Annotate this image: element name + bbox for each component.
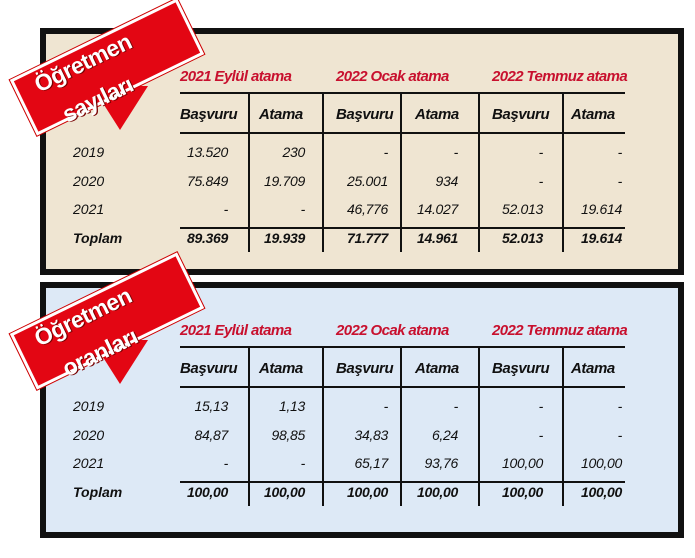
group-title: 2021 Eylül atama — [180, 322, 292, 339]
column-header: Başvuru — [492, 360, 550, 377]
row-label: Toplam — [73, 483, 123, 500]
table-cell: 25.001 — [346, 172, 388, 189]
table-cell: 84,87 — [194, 426, 228, 443]
column-header: Atama — [259, 106, 303, 123]
column-header: Atama — [415, 360, 459, 377]
header-underline — [180, 132, 625, 134]
column-divider — [562, 94, 564, 252]
table-cell: 100,00 — [580, 455, 622, 471]
table-cell: 100,00 — [580, 483, 622, 500]
table-cell: - — [538, 426, 544, 443]
table-cell: - — [300, 455, 306, 471]
table-cell: 13.520 — [186, 144, 228, 160]
table-cell: 100,00 — [346, 483, 388, 500]
header-underline — [180, 386, 625, 388]
table-cell: 100,00 — [416, 483, 458, 500]
group-title: 2022 Temmuz atama — [492, 68, 628, 85]
table-cell: - — [300, 201, 306, 217]
column-header: Atama — [571, 106, 615, 123]
row-label: 2021 — [73, 201, 105, 217]
row-label: 2019 — [73, 398, 105, 414]
table-cell: 100,00 — [501, 455, 543, 471]
table-cell: 934 — [435, 172, 459, 189]
table-cell: - — [538, 144, 544, 160]
group-title: 2021 Eylül atama — [180, 68, 292, 85]
table-cell: 52.013 — [501, 201, 543, 217]
column-header: Başvuru — [180, 106, 238, 123]
table-cell: - — [538, 398, 544, 414]
table-cell: 93,76 — [424, 455, 458, 471]
column-divider — [400, 348, 402, 506]
table-cell: 65,17 — [354, 455, 388, 471]
column-divider — [248, 348, 250, 506]
group-divider — [478, 348, 480, 506]
table-cell: - — [617, 172, 623, 189]
table-cell: 52.013 — [501, 229, 543, 246]
column-header: Atama — [415, 106, 459, 123]
table-cell: - — [453, 398, 459, 414]
column-header: Başvuru — [336, 106, 394, 123]
table-cell: 71.777 — [346, 229, 388, 246]
table-cell: - — [223, 201, 229, 217]
table-cell: 100,00 — [501, 483, 543, 500]
group-title: 2022 Ocak atama — [336, 68, 449, 85]
column-header: Başvuru — [180, 360, 238, 377]
column-divider — [400, 94, 402, 252]
row-label: 2020 — [73, 426, 105, 443]
table-cell: 100,00 — [263, 483, 305, 500]
total-separator — [180, 227, 625, 229]
group-underline — [180, 346, 625, 348]
table-cell: 46,776 — [346, 201, 388, 217]
group-divider — [478, 94, 480, 252]
table-cell: - — [453, 144, 459, 160]
group-title: 2022 Temmuz atama — [492, 322, 628, 339]
table-cell: - — [383, 144, 389, 160]
table-cell: 15,13 — [194, 398, 228, 414]
row-label: 2020 — [73, 172, 105, 189]
group-divider — [322, 94, 324, 252]
table-cell: 75.849 — [186, 172, 228, 189]
table-cell: 19.939 — [263, 229, 305, 246]
table-cell: - — [617, 398, 623, 414]
table-cell: 14.027 — [416, 201, 458, 217]
table-cell: 34,83 — [354, 426, 388, 443]
column-divider — [562, 348, 564, 506]
table-cell: 98,85 — [271, 426, 305, 443]
table-cell: 14.961 — [416, 229, 458, 246]
column-header: Atama — [571, 360, 615, 377]
column-divider — [248, 94, 250, 252]
table-cell: - — [617, 426, 623, 443]
column-header: Atama — [259, 360, 303, 377]
column-header: Başvuru — [336, 360, 394, 377]
table-cell: 89.369 — [186, 229, 228, 246]
table-cell: 19.614 — [580, 229, 622, 246]
total-separator — [180, 481, 625, 483]
group-underline — [180, 92, 625, 94]
table-cell: - — [617, 144, 623, 160]
table-cell: 100,00 — [186, 483, 228, 500]
row-label: 2021 — [73, 455, 105, 471]
group-divider — [322, 348, 324, 506]
table-cell: - — [223, 455, 229, 471]
column-header: Başvuru — [492, 106, 550, 123]
table-cell: 19.614 — [580, 201, 622, 217]
row-label: Toplam — [73, 229, 123, 246]
table-cell: - — [538, 172, 544, 189]
table-cell: 1,13 — [278, 398, 305, 414]
table-cell: 230 — [282, 144, 306, 160]
table-cell: 6,24 — [431, 426, 458, 443]
table-cell: 19.709 — [263, 172, 305, 189]
group-title: 2022 Ocak atama — [336, 322, 449, 339]
table-cell: - — [383, 398, 389, 414]
row-label: 2019 — [73, 144, 105, 160]
